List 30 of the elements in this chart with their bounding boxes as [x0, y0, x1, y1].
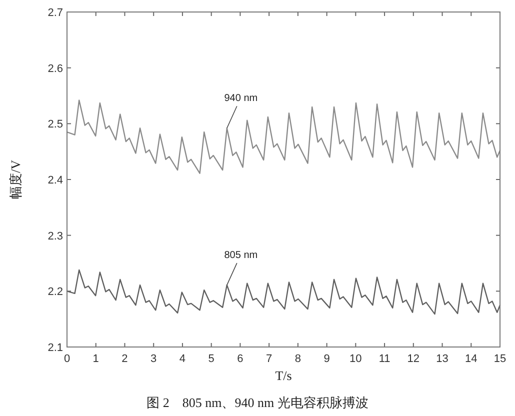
x-tick-label: 13: [436, 353, 448, 365]
y-tick-label: 2.4: [48, 174, 63, 186]
x-tick-label: 0: [64, 353, 70, 365]
x-tick-label: 14: [465, 353, 478, 365]
caption: 图 2 805 nm、940 nm 光电容积脉搏波: [146, 395, 368, 410]
x-tick-label: 11: [378, 353, 390, 365]
annotation: 940 nm: [224, 93, 258, 104]
x-axis-title: T/s: [275, 368, 292, 383]
y-tick-label: 2.1: [48, 342, 63, 354]
x-tick-label: 12: [407, 353, 420, 365]
x-tick-label: 1: [92, 353, 99, 365]
x-tick-label: 3: [150, 353, 157, 365]
y-tick-label: 2.3: [48, 230, 63, 242]
y-tick-label: 2.6: [48, 62, 63, 75]
x-tick-label: 7: [266, 353, 272, 365]
y-axis-title: 幅度/V: [8, 159, 23, 199]
x-tick-label: 5: [208, 353, 214, 365]
line-series: [66, 269, 501, 315]
x-tick-label: 8: [294, 353, 301, 365]
y-tick-label: 2.2: [48, 286, 63, 298]
x-tick-label: 15: [494, 353, 506, 365]
annotation: 805 nm: [224, 250, 258, 262]
line-series: [66, 100, 501, 174]
x-tick-label: 2: [122, 353, 128, 365]
x-tick-label: 4: [179, 353, 186, 365]
y-tick-label: 2.7: [48, 7, 63, 19]
x-tick-label: 9: [324, 353, 330, 365]
x-tick-label: 6: [237, 353, 244, 365]
y-tick-label: 2.5: [48, 118, 63, 131]
x-tick-label: 10: [350, 353, 362, 365]
